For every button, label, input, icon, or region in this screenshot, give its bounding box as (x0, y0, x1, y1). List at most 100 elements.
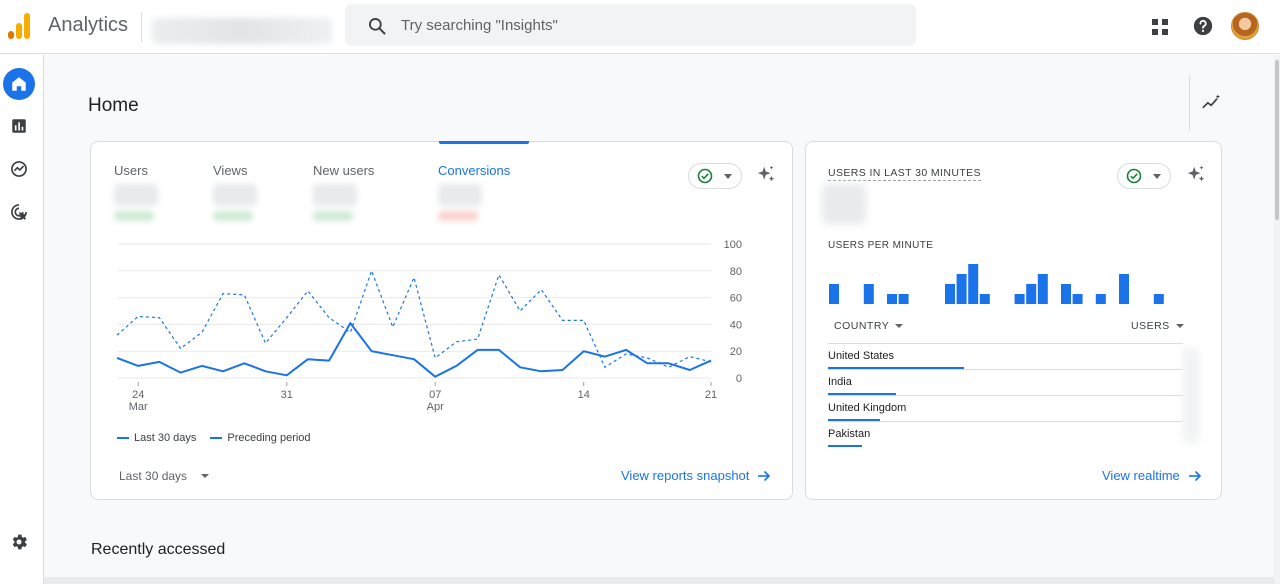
date-range-label: Last 30 days (119, 469, 188, 483)
per-minute-bar[interactable] (898, 294, 909, 304)
page-title: Home (88, 95, 139, 116)
per-minute-bar[interactable] (863, 284, 874, 304)
help-icon[interactable] (1192, 15, 1214, 37)
x-tick-month-label: Mar (129, 401, 148, 413)
view-realtime-link[interactable]: View realtime (1102, 468, 1202, 483)
advertising-cursor-icon (11, 204, 27, 221)
table-row[interactable]: United States (828, 343, 1183, 369)
users-column-header[interactable]: USERS (1131, 320, 1184, 332)
per-minute-bar[interactable] (1037, 274, 1048, 304)
country-share-bar (828, 419, 880, 421)
bar-chart-icon (12, 119, 26, 133)
legend-item-current: Last 30 days (117, 432, 196, 444)
x-tick-label: 07 (429, 389, 441, 401)
check-circle-icon (697, 168, 713, 184)
country-name: India (828, 376, 852, 388)
top-bar: Analytics Try searching "Insights" (0, 0, 1280, 54)
account-picker[interactable] (152, 18, 332, 44)
chart-legend: Last 30 days Preceding period (117, 432, 311, 444)
nav-explore[interactable] (3, 153, 35, 185)
per-minute-bar[interactable] (829, 284, 839, 304)
recently-accessed-heading: Recently accessed (91, 541, 226, 558)
horizontal-scrollbar[interactable] (44, 577, 1274, 584)
table-row[interactable]: India (828, 369, 1183, 395)
table-row[interactable]: Pakistan (828, 421, 1183, 447)
y-tick-label: 100 (724, 239, 742, 251)
search-bar[interactable]: Try searching "Insights" (345, 4, 916, 46)
left-nav-rail (0, 55, 44, 584)
analytics-logo-icon[interactable] (8, 13, 32, 39)
scrollbar-thumb[interactable] (1275, 60, 1279, 220)
vertical-scrollbar[interactable] (1274, 55, 1280, 584)
country-name: Pakistan (828, 428, 871, 440)
realtime-status-dropdown[interactable] (1117, 163, 1171, 189)
per-minute-bar[interactable] (1095, 294, 1106, 304)
settings-gear-icon[interactable] (9, 532, 29, 552)
users-per-minute-bar-chart (829, 264, 1164, 304)
metric-delta (114, 211, 154, 221)
per-minute-bar[interactable] (956, 274, 967, 304)
sparkle-insights-icon[interactable] (1185, 164, 1207, 186)
solid-line-swatch (117, 437, 129, 439)
nav-advertising[interactable] (3, 196, 35, 228)
per-minute-bar[interactable] (1153, 294, 1164, 304)
x-tick-month-label: Apr (427, 401, 444, 413)
metric-delta (213, 211, 253, 221)
per-minute-bar[interactable] (968, 264, 979, 304)
app-title[interactable]: Analytics (48, 14, 129, 36)
overview-card: Users Views New users Conversions (90, 141, 793, 500)
nav-reports[interactable] (3, 110, 35, 142)
chevron-down-icon (201, 474, 210, 478)
nav-home[interactable] (3, 68, 35, 100)
per-minute-bar[interactable] (1026, 284, 1037, 304)
metric-tab-users[interactable]: Users (114, 163, 158, 221)
metric-tab-new-users[interactable]: New users (313, 163, 374, 221)
avatar[interactable] (1231, 12, 1259, 40)
apps-grid-icon[interactable] (1151, 18, 1169, 36)
y-tick-label: 0 (736, 373, 742, 385)
country-share-bar (828, 367, 964, 369)
per-minute-bar[interactable] (1119, 274, 1129, 304)
chevron-down-icon (724, 174, 732, 179)
per-minute-bar[interactable] (1014, 294, 1025, 304)
chevron-down-icon (1175, 324, 1184, 328)
column-label: COUNTRY (834, 320, 890, 332)
table-row[interactable]: United Kingdom (828, 395, 1183, 421)
metric-value (438, 184, 482, 206)
metric-label: Conversions (438, 163, 511, 178)
divider (141, 12, 142, 42)
check-circle-icon (1126, 168, 1142, 184)
home-icon (12, 77, 26, 91)
view-reports-snapshot-link[interactable]: View reports snapshot (621, 468, 771, 483)
date-range-dropdown[interactable]: Last 30 days (119, 469, 210, 483)
x-tick-label: 14 (578, 389, 590, 401)
search-input[interactable]: Try searching "Insights" (401, 17, 558, 34)
series-line-preceding-period (116, 270, 712, 368)
per-minute-bar[interactable] (1061, 284, 1071, 304)
metric-label: New users (313, 163, 375, 178)
realtime-heading[interactable]: USERS IN LAST 30 MINUTES (828, 167, 981, 181)
per-minute-bar[interactable] (979, 294, 990, 304)
legend-label: Preceding period (227, 432, 311, 444)
per-minute-bar[interactable] (945, 284, 955, 304)
column-label: USERS (1131, 320, 1170, 332)
per-minute-bar[interactable] (887, 294, 897, 304)
per-minute-bar[interactable] (1072, 294, 1083, 304)
insights-trend-icon[interactable] (1202, 93, 1222, 111)
y-tick-label: 80 (730, 266, 742, 278)
metric-tab-conversions[interactable]: Conversions (438, 163, 510, 221)
country-column-header[interactable]: COUNTRY (834, 320, 904, 332)
main-content: Home Users Views New users Conversions (44, 55, 1274, 577)
comparison-status-dropdown[interactable] (688, 163, 742, 189)
y-tick-label: 40 (730, 319, 742, 331)
arrow-right-icon (758, 470, 771, 481)
link-label: View realtime (1102, 468, 1180, 483)
country-name: United States (828, 350, 895, 362)
metric-delta (313, 211, 353, 221)
legend-label: Last 30 days (134, 432, 197, 444)
realtime-card: USERS IN LAST 30 MINUTES USERS PER MINUT… (805, 141, 1222, 500)
sparkle-insights-icon[interactable] (755, 164, 777, 186)
x-tick-label: 31 (281, 389, 293, 401)
metric-tab-views[interactable]: Views (213, 163, 257, 221)
